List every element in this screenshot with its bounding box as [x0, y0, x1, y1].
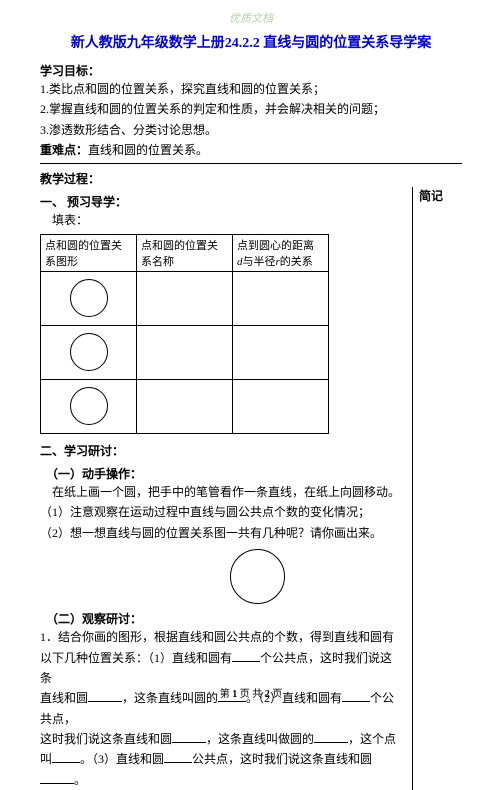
- table-row: 点和圆的位置关系图形 点和圆的位置关系名称 点到圆心的距离 d与半径r的关系: [41, 234, 329, 271]
- page-title: 新人教版九年级数学上册24.2.2 直线与圆的位置关系导学案: [40, 32, 462, 52]
- text: 以下几种位置关系：（1）直线和圆有: [40, 651, 232, 665]
- text: 公共点，这时我们说这条直线和圆: [192, 752, 372, 766]
- sec1-fill: 填表：: [40, 210, 404, 230]
- table-row: [41, 379, 329, 433]
- table-cell-figure: [41, 325, 137, 379]
- table-cell-blank[interactable]: [233, 271, 329, 325]
- large-circle-icon: [230, 549, 285, 604]
- sec2-sub2: （二）观察研讨：: [40, 610, 404, 627]
- para-line: 这时我们说这条直线和圆 ，这条直线叫做圆的 ，这个点: [40, 729, 404, 749]
- process-heading: 教学过程：: [40, 170, 462, 187]
- sec2-heading: 二、学习研讨：: [40, 442, 404, 459]
- table-cell-blank[interactable]: [137, 325, 233, 379]
- fill-blank[interactable]: [40, 772, 74, 784]
- text: 。: [74, 773, 86, 787]
- fill-blank[interactable]: [232, 650, 260, 662]
- note-heading: 简记: [419, 189, 443, 203]
- table-header: 点到圆心的距离 d与半径r的关系: [233, 234, 329, 271]
- sec2-sub1-q1: （1）注意观察在运动过程中直线与圆公共点个数的变化情况；: [40, 502, 404, 522]
- keypoint-line: 重难点：直线和圆的位置关系。: [40, 140, 462, 160]
- table-row: [41, 271, 329, 325]
- divider: [40, 163, 462, 164]
- table-cell-figure: [41, 379, 137, 433]
- objective-item: 3.渗透数形结合、分类讨论思想。: [40, 120, 462, 140]
- sec2-sub1: （一）动手操作：: [40, 465, 404, 482]
- table-cell-figure: [41, 271, 137, 325]
- position-table: 点和圆的位置关系图形 点和圆的位置关系名称 点到圆心的距离 d与半径r的关系: [40, 234, 329, 434]
- text: 这时我们说这条直线和圆: [40, 732, 172, 746]
- page-footer: 第 1 页 共 2 页: [0, 685, 502, 700]
- table-cell-blank[interactable]: [137, 271, 233, 325]
- th-part: 与半径: [243, 256, 276, 268]
- text: ，这条直线叫做圆的: [206, 732, 314, 746]
- objective-item: 1.类比点和圆的位置关系，探究直线和圆的位置关系；: [40, 79, 462, 99]
- footer-text: 第: [220, 689, 233, 700]
- table-cell-blank[interactable]: [233, 325, 329, 379]
- table-header: 点和圆的位置关系名称: [137, 234, 233, 271]
- fill-blank[interactable]: [172, 731, 206, 743]
- para-line: 以下几种位置关系：（1）直线和圆有个公共点，这时我们说这条: [40, 648, 404, 689]
- keypoint-label: 重难点：: [40, 143, 88, 157]
- sec2-sub1-q2: （2）想一想直线与圆的位置关系图一共有几种呢？请你画出来。: [40, 523, 404, 543]
- text: 叫: [40, 752, 52, 766]
- text: 。（3）直线和圆: [80, 752, 164, 766]
- table-cell-blank[interactable]: [137, 379, 233, 433]
- fill-blank[interactable]: [314, 731, 348, 743]
- objective-item: 2.掌握直线和圆的位置关系的判定和性质，并会解决相关的问题；: [40, 99, 462, 119]
- para-line: 叫 。（3）直线和圆 公共点，这时我们说这条直线和圆。: [40, 749, 404, 790]
- table-row: [41, 325, 329, 379]
- table-header: 点和圆的位置关系图形: [41, 234, 137, 271]
- footer-text: 页: [270, 689, 283, 700]
- keypoint-text: 直线和圆的位置关系。: [88, 143, 208, 157]
- th-part: 点到圆心的距离: [237, 240, 314, 252]
- fill-blank[interactable]: [52, 751, 80, 763]
- text: ，这个点: [348, 732, 396, 746]
- watermark-text: 优质文档: [0, 10, 502, 26]
- sec1-heading: 一、 预习导学：: [40, 193, 404, 210]
- text: 1．结合你画的图形，根据直线和圆公共点的个数，得到直线和圆有: [40, 630, 394, 644]
- table-cell-blank[interactable]: [233, 379, 329, 433]
- circle-icon: [70, 279, 108, 317]
- para-line: 1．结合你画的图形，根据直线和圆公共点的个数，得到直线和圆有: [40, 627, 404, 647]
- th-part: 的关系: [280, 256, 313, 268]
- circle-icon: [70, 333, 108, 371]
- objectives-heading: 学习目标：: [40, 62, 462, 79]
- fill-blank[interactable]: [164, 751, 192, 763]
- circle-icon: [70, 387, 108, 425]
- sec2-sub1-line: 在纸上画一个圆，把手中的笔管看作一条直线，在纸上向圆移动。: [40, 482, 404, 502]
- footer-text: 页 共: [237, 689, 265, 700]
